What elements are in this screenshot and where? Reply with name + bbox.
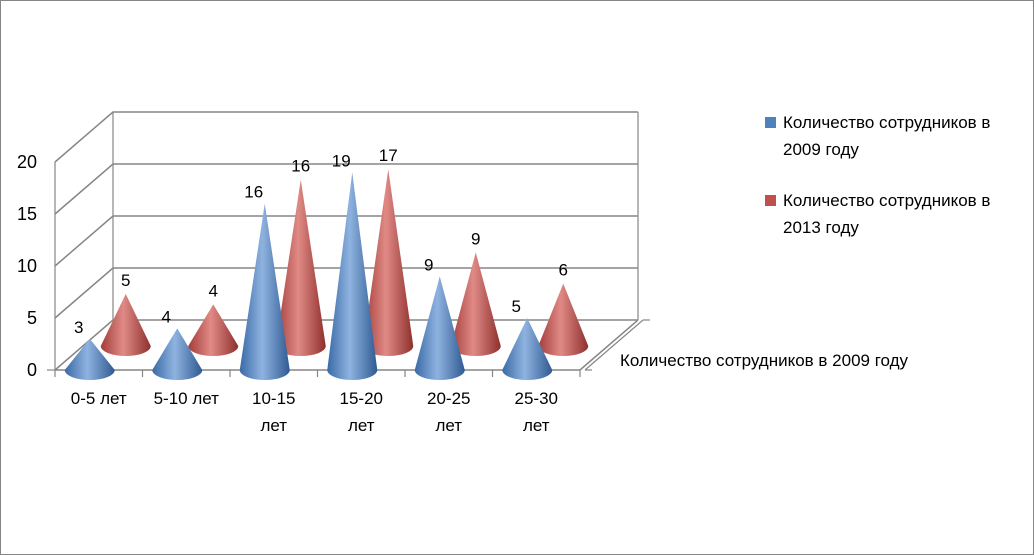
data-label: 9 bbox=[424, 255, 433, 274]
legend-label: Количество сотрудников в bbox=[783, 113, 990, 132]
x-category-label: 5-10 лет bbox=[154, 389, 220, 408]
legend-swatch bbox=[765, 195, 776, 206]
data-label: 19 bbox=[332, 151, 351, 170]
data-label: 5 bbox=[121, 271, 130, 290]
cone-body bbox=[275, 179, 326, 357]
cone-mark bbox=[538, 283, 589, 357]
x-category-label: 15-20 bbox=[340, 389, 383, 408]
depth-axis-label: Количество сотрудников в 2009 году bbox=[620, 351, 909, 370]
data-label: 16 bbox=[244, 183, 263, 202]
cone-mark bbox=[100, 294, 151, 357]
cone-mark bbox=[239, 203, 290, 380]
legend-label: 2013 году bbox=[783, 218, 859, 237]
cone-body bbox=[64, 338, 115, 380]
data-label: 6 bbox=[559, 261, 568, 280]
x-category-label: 25-30 bbox=[515, 389, 558, 408]
cone-mark bbox=[327, 172, 378, 380]
data-label: 17 bbox=[379, 146, 398, 165]
cone-body bbox=[450, 252, 501, 357]
cone-mark bbox=[188, 304, 239, 357]
data-label: 9 bbox=[471, 229, 480, 248]
y-tick-label: 0 bbox=[27, 360, 37, 380]
x-category-label: лет bbox=[523, 416, 550, 435]
y-tick-label: 5 bbox=[27, 308, 37, 328]
y-tick-label: 10 bbox=[17, 256, 37, 276]
cone-mark bbox=[64, 338, 115, 380]
y-tick-label: 15 bbox=[17, 204, 37, 224]
x-category-label: 10-15 bbox=[252, 389, 295, 408]
x-category-label: лет bbox=[260, 416, 287, 435]
y-tick-label: 20 bbox=[17, 152, 37, 172]
cone-body bbox=[502, 318, 553, 380]
cone-body bbox=[188, 304, 239, 357]
chart-legend: Количество сотрудников в 2009 году Количес… bbox=[765, 113, 990, 237]
data-label: 3 bbox=[74, 318, 83, 337]
gridline bbox=[54, 163, 638, 215]
cone-mark bbox=[450, 252, 501, 357]
cone-mark bbox=[363, 169, 414, 356]
cone-mark bbox=[275, 179, 326, 357]
cone-body bbox=[100, 294, 151, 357]
cone-body bbox=[538, 283, 589, 357]
data-label: 16 bbox=[291, 157, 310, 176]
legend-label: Количество сотрудников в bbox=[783, 191, 990, 210]
cone-mark bbox=[502, 318, 553, 380]
x-category-label: лет bbox=[435, 416, 462, 435]
data-label: 4 bbox=[209, 281, 218, 300]
chart-labels: 0-5 лет 5-10 лет 10-15 лет 15-20 лет 20-25 лет 2… bbox=[71, 146, 568, 435]
cone-body bbox=[363, 169, 414, 356]
cone-body bbox=[414, 276, 465, 380]
chart-cones bbox=[64, 169, 589, 380]
data-label: 5 bbox=[512, 297, 521, 316]
x-category-label: лет bbox=[348, 416, 375, 435]
x-category-label: 0-5 лет bbox=[71, 389, 127, 408]
cone-mark bbox=[152, 328, 203, 380]
legend-swatch bbox=[765, 117, 776, 128]
cone-body bbox=[239, 203, 290, 380]
depth-axis bbox=[584, 319, 644, 371]
x-category-label: 20-25 bbox=[427, 389, 470, 408]
cone-body bbox=[327, 172, 378, 380]
legend-label: 2009 году bbox=[783, 140, 859, 159]
cone-body bbox=[152, 328, 203, 380]
data-label: 4 bbox=[162, 307, 171, 326]
cone-mark bbox=[414, 276, 465, 380]
